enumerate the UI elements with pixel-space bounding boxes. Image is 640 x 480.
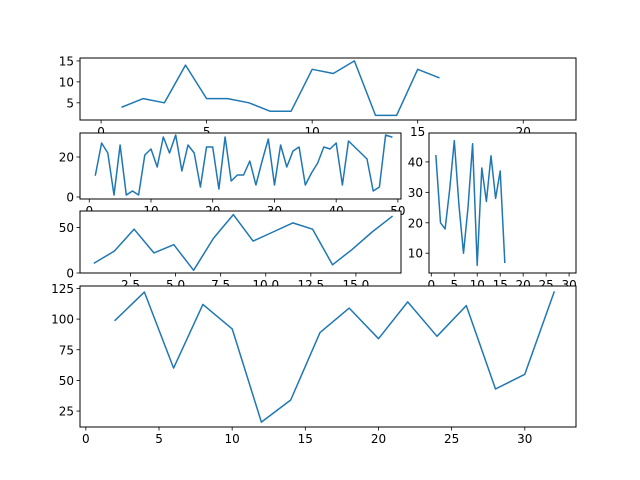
x-tick-label: 20: [371, 432, 386, 446]
y-tick-label: 50: [59, 374, 74, 388]
x-tick-label: 15: [298, 432, 313, 446]
axes-frame: [79, 132, 402, 200]
y-tick-label: 20: [59, 151, 74, 165]
y-tick-label: 40: [408, 155, 423, 169]
x-tick-label: 25: [444, 432, 459, 446]
y-tick-label: 50: [59, 221, 74, 235]
x-tick-label: 0: [97, 125, 105, 139]
x-tick-label: 0: [82, 432, 90, 446]
plot-area: [80, 286, 576, 427]
chart-5: 0 5 10 15 20 25 30 25 50 75 100 125: [51, 282, 577, 446]
x-tick-label: 5: [155, 432, 163, 446]
y-tick-label: 5: [66, 96, 74, 110]
y-tick-label: 0: [66, 267, 74, 281]
x-tick-label: 0: [427, 278, 435, 292]
y-tick-label: 25: [59, 405, 74, 419]
x-tick-label: 5: [203, 125, 211, 139]
y-tick-label: 30: [408, 186, 423, 200]
y-tick-label: 125: [51, 282, 74, 296]
series-line: [435, 139, 506, 267]
y-tick-label: 0: [66, 191, 74, 205]
x-tick-label: 30: [517, 432, 532, 446]
y-tick-label: 75: [59, 343, 74, 357]
axes-frame: [79, 57, 577, 121]
y-tick-label: 100: [51, 313, 74, 327]
plot-area: [80, 133, 401, 199]
x-tick-label: 5: [450, 278, 458, 292]
axes-frame: [79, 285, 577, 428]
series-line: [94, 134, 393, 196]
y-tick-label: 15: [59, 54, 74, 68]
plot-area: [80, 58, 576, 120]
axes-frame: [428, 132, 577, 274]
y-tick-label: 20: [408, 216, 423, 230]
axes-frame: [79, 210, 402, 274]
series-line: [114, 291, 556, 423]
plot-area: [80, 211, 401, 273]
x-tick-label: 15: [410, 125, 425, 139]
series-line: [121, 60, 440, 117]
y-tick-label: 10: [59, 75, 74, 89]
x-tick-label: 10: [225, 432, 240, 446]
y-tick-label: 10: [408, 247, 423, 261]
series-line: [93, 213, 394, 272]
